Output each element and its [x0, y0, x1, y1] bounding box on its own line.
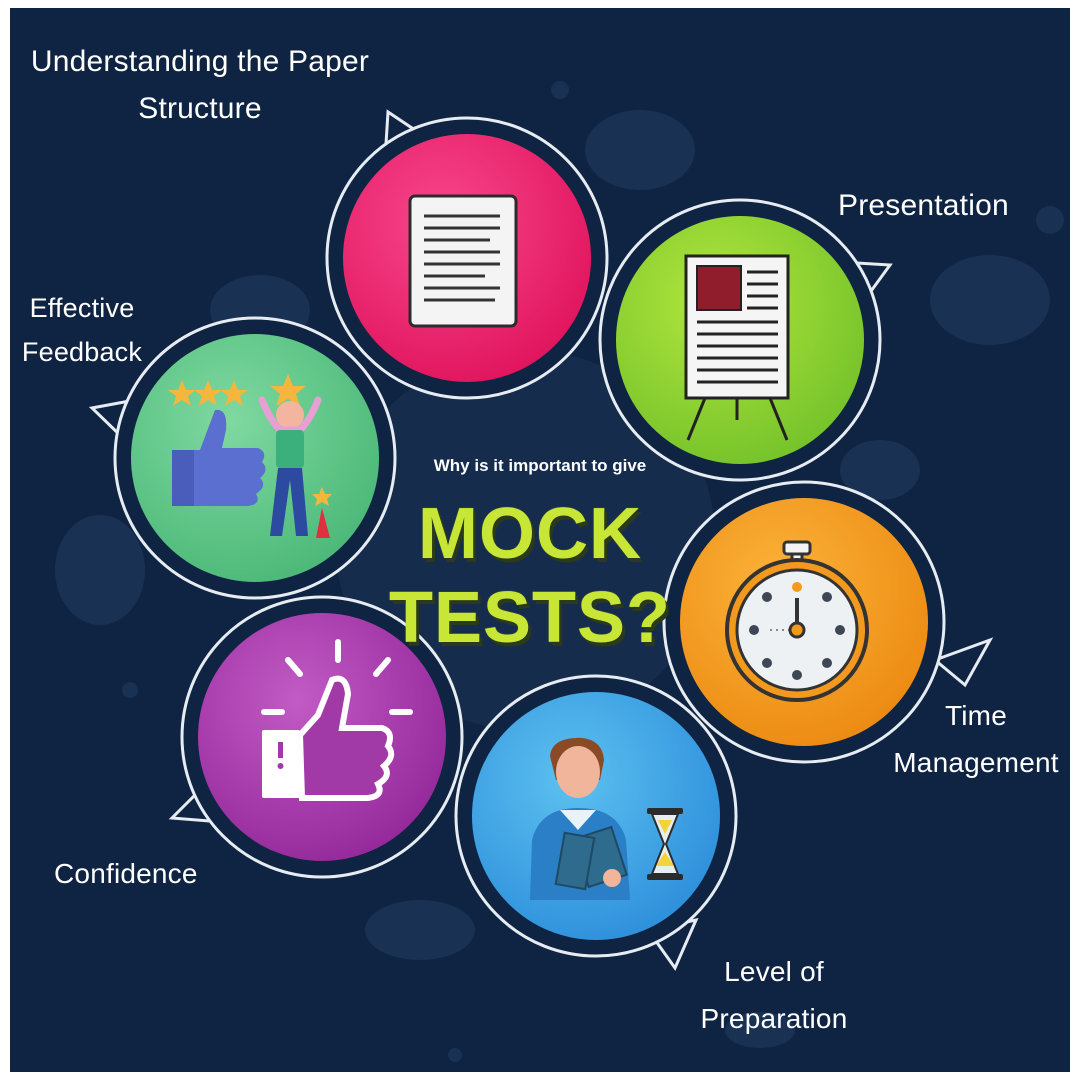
- bubble-confidence: [168, 595, 464, 879]
- label-time: Time Management: [893, 700, 1059, 778]
- label-confidence: Confidence: [54, 858, 198, 889]
- label-feedback: Effective Feedback: [21, 293, 143, 367]
- bubble-preparation: [454, 674, 738, 972]
- title-line-1: MOCK: [418, 494, 642, 574]
- title-line-2: TESTS?: [388, 578, 671, 658]
- label-presentation: Presentation: [838, 189, 1009, 222]
- stopwatch-icon: [725, 540, 869, 702]
- document-icon: [408, 194, 518, 328]
- thumbs-up-marks: [277, 742, 284, 769]
- bubble-time: [662, 480, 994, 764]
- feedback-rating-icon: [168, 374, 332, 538]
- label-preparation: Level of Preparation: [700, 956, 848, 1034]
- center-glow: [335, 350, 715, 730]
- center-question: Why is it important to give: [433, 456, 647, 475]
- bubble-feedback: [88, 316, 397, 600]
- presentation-board-icon: [684, 254, 790, 441]
- background-splatter: [55, 81, 1064, 1062]
- label-structure: Understanding the Paper Structure: [30, 45, 370, 125]
- bubble-presentation: [598, 198, 893, 482]
- bubble-structure: [325, 109, 609, 400]
- student-reading-icon: [530, 737, 683, 900]
